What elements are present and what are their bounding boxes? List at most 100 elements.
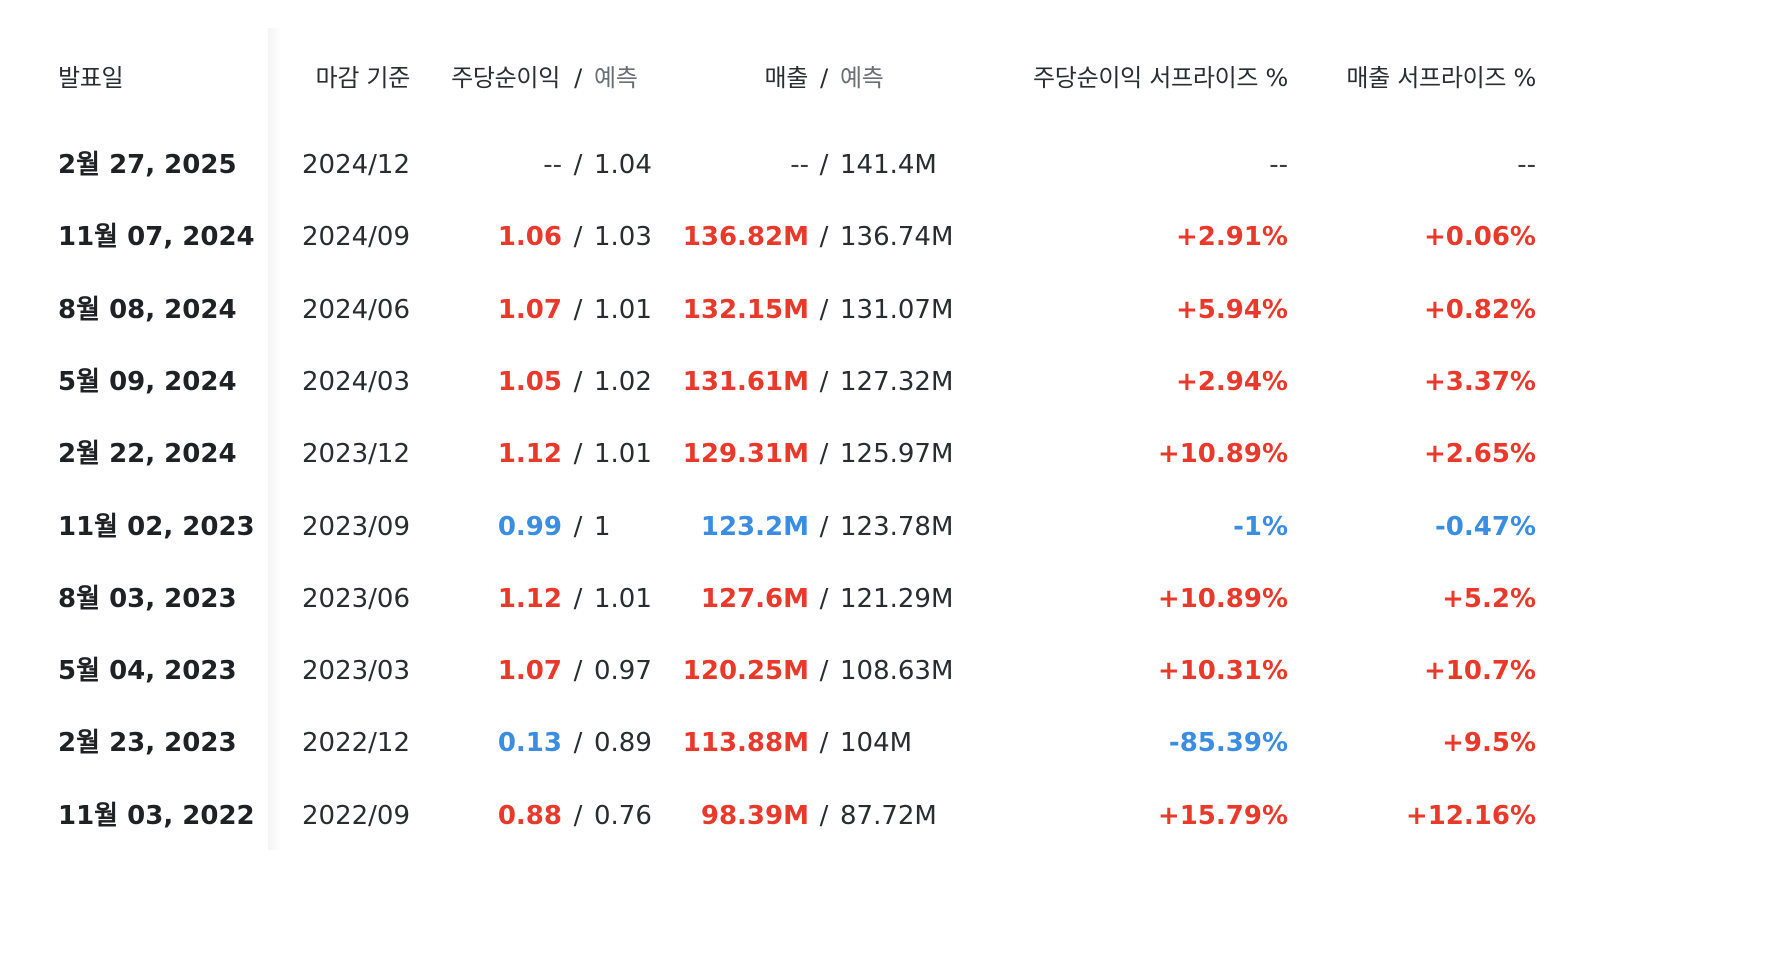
header-revenue-slash: /: [820, 64, 828, 92]
header-revenue-surprise[interactable]: 매출 서프라이즈 %: [1346, 64, 1536, 92]
header-eps-surprise[interactable]: 주당순이익 서프라이즈 %: [1033, 64, 1288, 92]
row-eps-actual: 1.06: [497, 222, 562, 253]
row-revenue-actual: 113.88M: [682, 728, 809, 759]
header-eps-forecast[interactable]: 예측: [594, 64, 638, 92]
row-period-end: 2024/03: [301, 366, 410, 397]
row-eps-actual: 1.12: [497, 439, 562, 470]
table-row: 2월 23, 2023 2022/12 0.13 / 0.89 113.88M / 104M -…: [0, 713, 1766, 773]
row-revenue-actual: 123.2M: [700, 511, 809, 542]
row-date: 2월 27, 2025: [58, 150, 237, 180]
row-revenue-actual: 132.15M: [682, 294, 809, 325]
table-row: 8월 08, 2024 2024/06 1.07 / 1.01 132.15M / 131.0…: [0, 280, 1766, 340]
header-period-end[interactable]: 마감 기준: [315, 64, 411, 92]
table-row: 5월 09, 2024 2024/03 1.05 / 1.02 131.61M / 127.3…: [0, 352, 1766, 412]
row-revenue-forecast: 108.63M: [840, 656, 954, 687]
row-revenue-surprise: +0.06%: [1424, 222, 1536, 253]
table-row: 11월 02, 2023 2023/09 0.99 / 1 123.2M / 123.78M -…: [0, 497, 1766, 557]
row-revenue-actual: 98.39M: [700, 800, 809, 831]
row-date: 8월 03, 2023: [58, 583, 237, 614]
row-eps-forecast: 0.97: [594, 656, 652, 687]
row-revenue-forecast: 131.07M: [840, 294, 954, 325]
row-date: 2월 23, 2023: [58, 728, 237, 759]
row-revenue-surprise: --: [1517, 150, 1536, 180]
header-eps-slash: /: [574, 64, 582, 92]
row-eps-actual: 1.07: [497, 294, 562, 325]
header-eps[interactable]: 주당순이익: [451, 64, 560, 92]
row-revenue-forecast: 141.4M: [840, 150, 937, 180]
row-revenue-slash: /: [819, 511, 829, 542]
row-eps-surprise: +10.89%: [1157, 439, 1288, 470]
table-row: 11월 07, 2024 2024/09 1.06 / 1.03 136.82M / 136.…: [0, 207, 1766, 267]
row-revenue-actual: 127.6M: [700, 583, 809, 614]
row-eps-slash: /: [573, 728, 583, 759]
row-revenue-actual: --: [790, 150, 809, 180]
row-revenue-forecast: 136.74M: [840, 222, 954, 253]
row-eps-surprise: +2.94%: [1176, 366, 1288, 397]
row-period-end: 2022/12: [301, 728, 410, 759]
row-eps-surprise: -1%: [1233, 511, 1288, 542]
row-revenue-surprise: +2.65%: [1424, 439, 1536, 470]
header-revenue-forecast[interactable]: 예측: [840, 64, 884, 92]
row-revenue-surprise: +3.37%: [1424, 366, 1536, 397]
row-period-end: 2024/09: [301, 222, 410, 253]
row-eps-forecast: 1.04: [594, 150, 652, 180]
row-revenue-actual: 136.82M: [682, 222, 809, 253]
row-eps-forecast: 1.01: [594, 583, 652, 614]
table-row: 11월 03, 2022 2022/09 0.88 / 0.76 98.39M / 87.72…: [0, 786, 1766, 846]
row-revenue-slash: /: [819, 439, 829, 470]
row-revenue-slash: /: [819, 656, 829, 687]
row-eps-surprise: +2.91%: [1176, 222, 1288, 253]
row-period-end: 2023/09: [301, 511, 410, 542]
row-eps-surprise: --: [1269, 150, 1288, 180]
row-revenue-slash: /: [819, 583, 829, 614]
row-eps-slash: /: [573, 150, 583, 180]
row-eps-forecast: 1.03: [594, 222, 652, 253]
row-revenue-forecast: 104M: [840, 728, 913, 759]
row-eps-surprise: -85.39%: [1168, 728, 1288, 759]
header-revenue[interactable]: 매출: [764, 64, 808, 92]
row-eps-surprise: +10.89%: [1157, 583, 1288, 614]
row-eps-forecast: 0.89: [594, 728, 652, 759]
table-row: 2월 27, 2025 2024/12 -- / 1.04 -- / 141.4M -- --: [0, 135, 1766, 195]
row-revenue-surprise: +9.5%: [1442, 728, 1536, 759]
row-period-end: 2023/03: [301, 656, 410, 687]
row-eps-forecast: 1.01: [594, 294, 652, 325]
row-eps-actual: 1.05: [497, 366, 562, 397]
row-revenue-slash: /: [819, 366, 829, 397]
row-eps-actual: 1.07: [497, 656, 562, 687]
row-date: 8월 08, 2024: [58, 294, 237, 325]
row-period-end: 2023/06: [301, 583, 410, 614]
row-revenue-slash: /: [819, 728, 829, 759]
row-eps-slash: /: [573, 366, 583, 397]
row-eps-actual: --: [543, 150, 562, 180]
row-revenue-slash: /: [819, 294, 829, 325]
row-period-end: 2024/12: [301, 150, 410, 180]
row-revenue-slash: /: [819, 222, 829, 253]
row-eps-slash: /: [573, 583, 583, 614]
row-eps-forecast: 1: [594, 511, 611, 542]
row-period-end: 2024/06: [301, 294, 410, 325]
row-date: 5월 09, 2024: [58, 366, 237, 397]
row-revenue-slash: /: [819, 800, 829, 831]
row-revenue-actual: 131.61M: [682, 366, 809, 397]
row-revenue-slash: /: [819, 150, 829, 180]
row-eps-slash: /: [573, 800, 583, 831]
table-row: 8월 03, 2023 2023/06 1.12 / 1.01 127.6M / 121.29…: [0, 569, 1766, 629]
row-revenue-surprise: +12.16%: [1405, 800, 1536, 831]
row-eps-slash: /: [573, 439, 583, 470]
row-period-end: 2023/12: [301, 439, 410, 470]
sticky-column-shadow: [268, 28, 282, 850]
row-eps-slash: /: [573, 511, 583, 542]
row-eps-slash: /: [573, 222, 583, 253]
row-eps-forecast: 1.01: [594, 439, 652, 470]
header-announce-date[interactable]: 발표일: [58, 64, 124, 92]
row-revenue-surprise: +10.7%: [1424, 656, 1536, 687]
row-revenue-actual: 120.25M: [682, 656, 809, 687]
row-eps-slash: /: [573, 656, 583, 687]
row-revenue-actual: 129.31M: [682, 439, 809, 470]
row-eps-surprise: +10.31%: [1157, 656, 1288, 687]
row-eps-actual: 1.12: [497, 583, 562, 614]
row-eps-forecast: 0.76: [594, 800, 652, 831]
row-eps-surprise: +5.94%: [1176, 294, 1288, 325]
row-eps-forecast: 1.02: [594, 366, 652, 397]
